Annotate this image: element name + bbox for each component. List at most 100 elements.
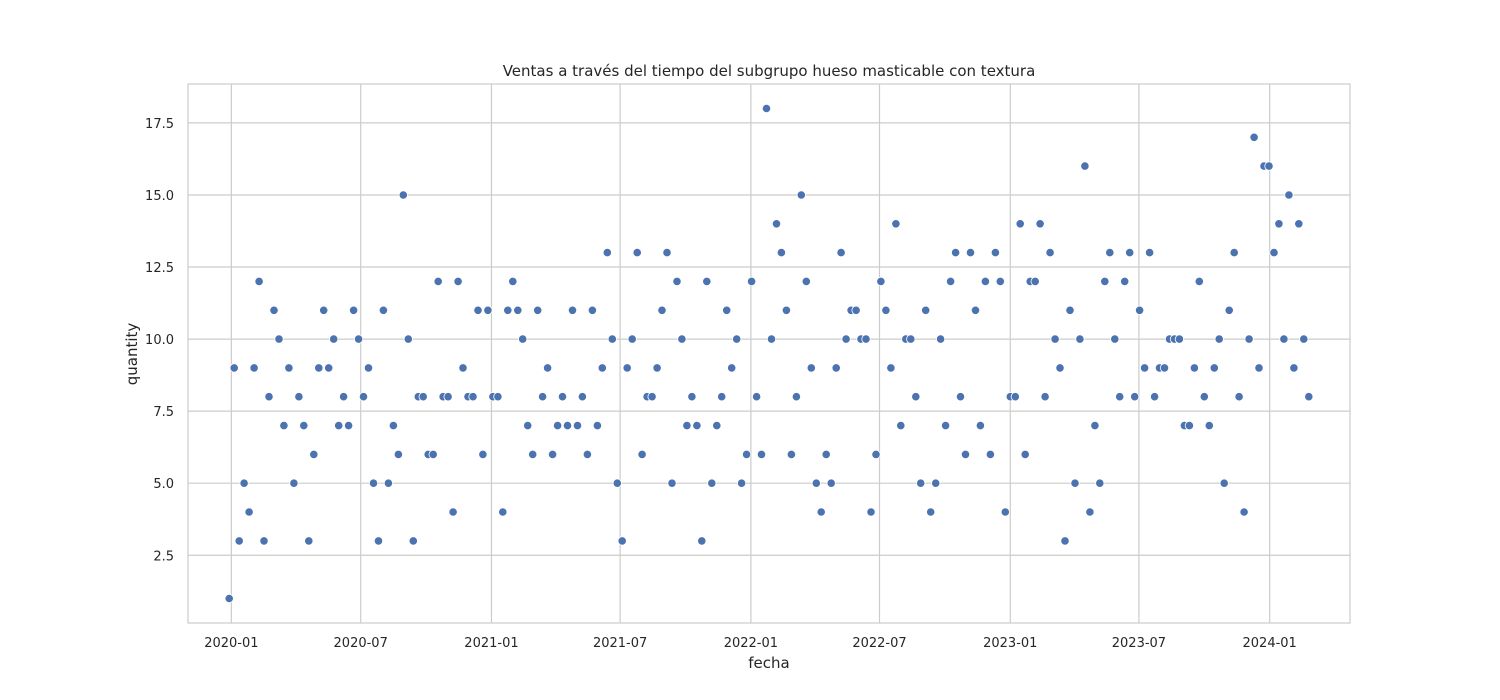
x-axis-label: fecha xyxy=(748,654,789,672)
data-point xyxy=(557,392,568,402)
data-point xyxy=(1174,334,1185,344)
data-point xyxy=(1244,334,1254,344)
data-point xyxy=(348,305,359,315)
data-point xyxy=(592,420,603,431)
data-point xyxy=(896,420,906,431)
data-point xyxy=(299,420,309,431)
plot-area-background xyxy=(188,84,1350,623)
data-point xyxy=(1050,334,1060,344)
data-point xyxy=(408,536,418,546)
data-point xyxy=(712,420,722,431)
data-point xyxy=(1045,248,1055,258)
data-point xyxy=(433,276,443,286)
data-point xyxy=(428,449,438,459)
data-point xyxy=(1224,305,1234,315)
data-point xyxy=(632,248,642,258)
data-point xyxy=(995,276,1005,286)
data-point xyxy=(786,449,797,459)
data-point xyxy=(756,449,767,459)
y-tick-label: 17.5 xyxy=(145,117,174,132)
data-point xyxy=(1010,392,1020,402)
data-point xyxy=(1055,363,1065,373)
x-tick-label: 2020-01 xyxy=(204,636,258,651)
data-point xyxy=(891,219,901,229)
data-point xyxy=(1254,363,1264,373)
data-point xyxy=(1090,420,1100,431)
data-point xyxy=(234,536,244,546)
data-point xyxy=(980,276,991,286)
data-point xyxy=(727,363,737,373)
data-point xyxy=(1075,334,1085,344)
data-point xyxy=(448,507,458,517)
data-point xyxy=(607,334,617,344)
data-point xyxy=(547,449,558,459)
data-point xyxy=(1040,392,1050,402)
data-point xyxy=(1249,132,1259,142)
data-point xyxy=(692,420,702,431)
data-point xyxy=(473,305,483,315)
data-point xyxy=(1194,276,1204,286)
data-point xyxy=(562,420,573,431)
data-point xyxy=(1294,219,1304,229)
data-point xyxy=(717,392,727,402)
data-point xyxy=(468,392,478,402)
data-point xyxy=(478,449,488,459)
data-point xyxy=(324,363,334,373)
data-point xyxy=(264,392,274,402)
data-point xyxy=(667,478,677,488)
data-point xyxy=(239,478,249,488)
data-point xyxy=(657,305,667,315)
data-point xyxy=(319,305,329,315)
data-point xyxy=(343,420,354,431)
data-point xyxy=(1284,190,1294,200)
data-point xyxy=(453,276,463,286)
data-point xyxy=(1100,276,1110,286)
data-point xyxy=(373,536,384,546)
data-point xyxy=(955,392,966,402)
data-point xyxy=(826,478,836,488)
data-point xyxy=(970,305,981,315)
data-point xyxy=(687,392,697,402)
data-point xyxy=(1274,219,1284,229)
x-tick-label: 2020-07 xyxy=(334,636,388,651)
x-tick-label: 2021-07 xyxy=(593,636,647,651)
data-point xyxy=(259,536,269,546)
data-point xyxy=(761,103,772,114)
data-point xyxy=(1065,305,1075,315)
data-point xyxy=(1115,392,1125,402)
data-point xyxy=(1130,392,1140,402)
data-point xyxy=(1020,449,1030,459)
data-point xyxy=(985,449,996,459)
data-point xyxy=(443,392,453,402)
data-point xyxy=(975,420,986,431)
data-point xyxy=(513,305,523,315)
data-point xyxy=(612,478,622,488)
y-tick-label: 10.0 xyxy=(145,333,174,348)
data-point xyxy=(582,449,593,459)
data-point xyxy=(965,248,976,258)
data-point xyxy=(279,420,289,431)
data-point xyxy=(269,305,279,315)
data-point xyxy=(1304,392,1314,402)
data-point xyxy=(1015,219,1025,229)
data-point xyxy=(766,334,777,344)
data-point xyxy=(931,478,941,488)
data-point xyxy=(403,334,413,344)
data-point xyxy=(1035,219,1045,229)
data-point xyxy=(597,363,607,373)
data-point xyxy=(1234,392,1244,402)
data-point xyxy=(821,449,831,459)
data-point xyxy=(886,363,896,373)
data-point xyxy=(876,276,886,286)
data-point xyxy=(284,363,294,373)
data-point xyxy=(1150,392,1160,402)
data-point xyxy=(244,507,254,517)
data-point xyxy=(861,334,871,344)
data-point xyxy=(1199,392,1209,402)
data-point xyxy=(1080,161,1090,171)
data-point xyxy=(746,276,757,286)
data-point xyxy=(637,449,647,459)
data-point xyxy=(493,392,503,402)
data-point xyxy=(751,392,762,402)
scatter-points xyxy=(224,103,1314,604)
